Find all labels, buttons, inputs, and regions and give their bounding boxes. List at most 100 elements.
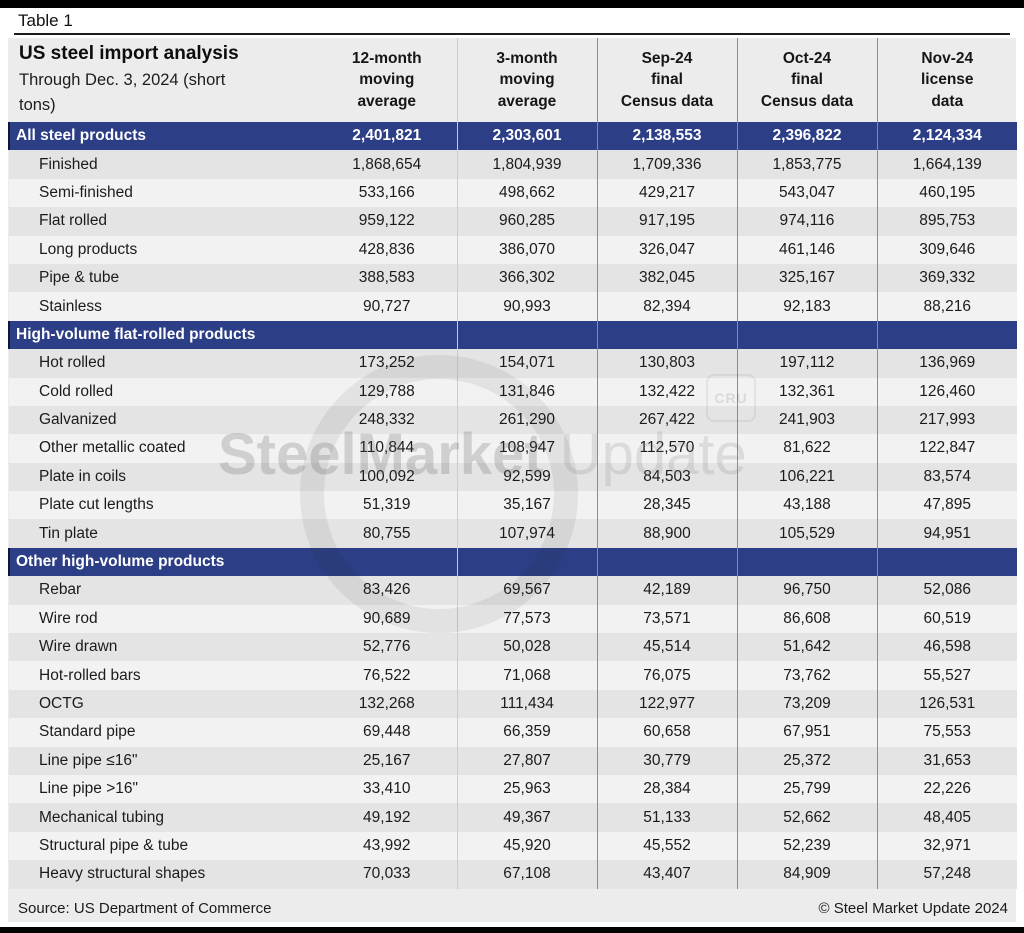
row-label: Heavy structural shapes — [39, 865, 206, 883]
cell-value: 33,410 — [363, 780, 411, 798]
row-label: Tin plate — [39, 524, 98, 542]
cell-value: 241,903 — [736, 405, 877, 435]
cell-value: 428,836 — [358, 240, 415, 258]
cell-value: 80,755 — [363, 524, 411, 542]
row-label: Flat rolled — [39, 212, 108, 230]
table-row: Rebar 83,426 69,567 42,189 96,750 52,086 — [9, 576, 1017, 605]
cell-value: 47,895 — [876, 491, 1017, 520]
cell-value: 132,361 — [736, 377, 877, 406]
cell-value: 197,112 — [736, 349, 877, 378]
table-row: Long products 428,836 386,070 326,047 461,14… — [9, 235, 1017, 264]
cell-value: 131,846 — [456, 377, 597, 406]
cell-value: 2,303,601 — [456, 122, 597, 151]
cell-value — [317, 321, 457, 349]
cell-value: 388,583 — [358, 269, 415, 287]
cell-value: 2,401,821 — [352, 127, 422, 145]
cell-value: 132,422 — [596, 377, 737, 406]
cell-value: 974,116 — [736, 207, 877, 236]
cell-value: 2,138,553 — [596, 122, 737, 151]
table-footer: Source: US Department of Commerce © Stee… — [18, 900, 1008, 917]
cell-value — [736, 320, 877, 350]
cell-value: 43,188 — [736, 491, 877, 520]
table-row: Galvanized 248,332 261,290 267,422 241,903 21… — [9, 405, 1017, 435]
cell-value: 35,167 — [456, 491, 597, 520]
cell-value: 130,803 — [596, 349, 737, 378]
row-label: Galvanized — [39, 411, 117, 429]
cell-value: 49,367 — [456, 803, 597, 832]
cell-value: 959,122 — [358, 212, 415, 230]
row-label: High-volume flat-rolled products — [8, 320, 317, 350]
table-row: Other metallic coated 110,844 108,947 112,5… — [9, 434, 1017, 463]
column-header: Oct-24 final Census data — [736, 38, 877, 122]
row-label: Semi-finished — [39, 183, 133, 201]
table-row: Semi-finished 533,166 498,662 429,217 543,04… — [9, 178, 1017, 208]
cell-value: 88,216 — [876, 292, 1017, 321]
cell-value: 917,195 — [596, 207, 737, 236]
cell-value: 43,407 — [596, 860, 737, 889]
row-label: Standard pipe — [39, 723, 136, 741]
cell-value: 52,086 — [876, 576, 1017, 605]
cell-value: 382,045 — [596, 263, 737, 293]
cell-value: 1,853,775 — [736, 150, 877, 179]
cell-value: 126,460 — [876, 377, 1017, 406]
cell-value: 48,405 — [876, 803, 1017, 832]
table-row: Wire drawn 52,776 50,028 45,514 51,642 46,598 — [9, 633, 1017, 662]
cell-value: 77,573 — [456, 604, 597, 634]
row-label: Wire rod — [39, 609, 98, 627]
cell-value: 498,662 — [456, 178, 597, 208]
cell-value: 267,422 — [596, 405, 737, 435]
cell-value: 76,075 — [596, 661, 737, 690]
cell-value: 108,947 — [456, 434, 597, 463]
cell-value: 83,574 — [876, 462, 1017, 492]
cell-value — [456, 320, 597, 350]
cell-value: 70,033 — [363, 865, 411, 883]
column-header: Nov-24 license data — [876, 38, 1017, 122]
cell-value: 22,226 — [876, 774, 1017, 804]
cell-value — [596, 320, 737, 350]
cell-value: 46,598 — [876, 633, 1017, 662]
table-row: Cold rolled 129,788 131,846 132,422 132,361 1… — [9, 377, 1017, 406]
cell-value: 386,070 — [456, 235, 597, 264]
cell-value: 543,047 — [736, 178, 877, 208]
cell-value: 28,384 — [596, 774, 737, 804]
cell-value — [596, 547, 737, 577]
cell-value: 55,527 — [876, 661, 1017, 690]
row-label: Finished — [39, 155, 98, 173]
cell-value: 112,570 — [596, 434, 737, 463]
cell-value: 86,608 — [736, 604, 877, 634]
cell-value: 92,183 — [736, 292, 877, 321]
section-header-row: Other high-volume products — [8, 547, 1017, 577]
row-label: Line pipe ≤16" — [39, 751, 138, 769]
row-label: Other metallic coated — [39, 439, 186, 457]
cell-value: 69,448 — [363, 723, 411, 741]
column-header-row: US steel import analysis Through Dec. 3,… — [9, 38, 1017, 122]
cell-value: 25,372 — [736, 746, 877, 775]
row-label: OCTG — [39, 695, 84, 712]
row-label: Line pipe >16" — [39, 780, 139, 798]
row-label: Other high-volume products — [8, 547, 317, 577]
table-row: Plate in coils 100,092 92,599 84,503 106,221… — [9, 462, 1017, 492]
cell-value: 122,847 — [876, 434, 1017, 463]
cell-value: 1,709,336 — [596, 150, 737, 179]
cell-value: 248,332 — [358, 411, 415, 429]
cell-value: 366,302 — [456, 263, 597, 293]
cell-value: 94,951 — [876, 519, 1017, 548]
cell-value: 76,522 — [363, 666, 411, 684]
cell-value: 81,622 — [736, 434, 877, 463]
cell-value: 51,642 — [736, 633, 877, 662]
cell-value: 52,239 — [736, 831, 877, 861]
cell-value: 429,217 — [596, 178, 737, 208]
cell-value: 51,319 — [363, 496, 411, 514]
row-label: Plate cut lengths — [39, 496, 154, 514]
cell-value: 461,146 — [736, 235, 877, 264]
cell-value: 1,664,139 — [876, 150, 1017, 179]
table-row: Flat rolled 959,122 960,285 917,195 974,116 8… — [9, 207, 1017, 236]
cell-value: 2,396,822 — [736, 122, 877, 151]
source-note: Source: US Department of Commerce — [18, 900, 272, 917]
cell-value: 73,762 — [736, 661, 877, 690]
cell-value: 90,727 — [363, 297, 411, 315]
cell-value: 66,359 — [456, 718, 597, 747]
cell-value: 90,993 — [456, 292, 597, 321]
table-row: Line pipe >16" 33,410 25,963 28,384 25,799 22… — [9, 774, 1017, 804]
